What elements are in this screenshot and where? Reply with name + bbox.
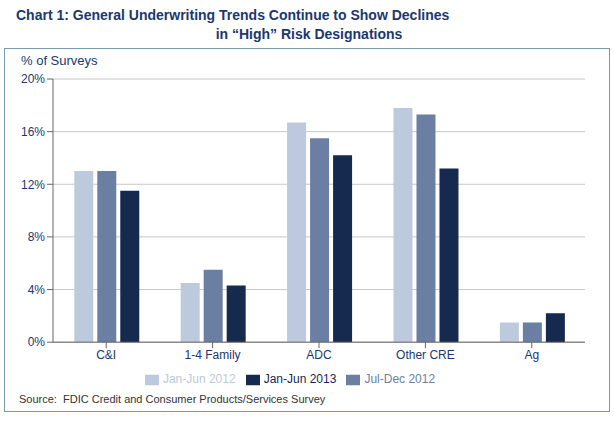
svg-text:C&I: C&I — [96, 348, 116, 362]
svg-text:Ag: Ag — [524, 348, 539, 362]
html-text:Jan-Jun 2013: Jan-Jun 2013 — [263, 372, 337, 387]
html-text:in “High” Risk Designations: in “High” Risk Designations — [215, 26, 403, 42]
svg-text:ADC: ADC — [306, 348, 332, 362]
html-text:Chart 1: General Underwriting: Chart 1: General Underwriting Trends Con… — [16, 7, 450, 23]
html-text:Source: FDIC Credit and Consum: Source: FDIC Credit and Consumer Product… — [19, 393, 326, 405]
svg-text:8%: 8% — [28, 230, 46, 244]
html-text:Jul-Dec 2012: Jul-Dec 2012 — [364, 372, 436, 387]
svg-text:1-4 Family: 1-4 Family — [185, 348, 241, 362]
html-text:Jan-Jun 2012: Jan-Jun 2012 — [162, 372, 236, 387]
svg-text:0%: 0% — [28, 335, 46, 349]
svg-text:20%: 20% — [21, 72, 45, 86]
svg-text:12%: 12% — [21, 178, 45, 192]
svg-text:4%: 4% — [28, 283, 46, 297]
svg-text:Other CRE: Other CRE — [396, 348, 455, 362]
html-text:% of Surveys: % of Surveys — [21, 53, 98, 68]
svg-text:16%: 16% — [21, 125, 45, 139]
